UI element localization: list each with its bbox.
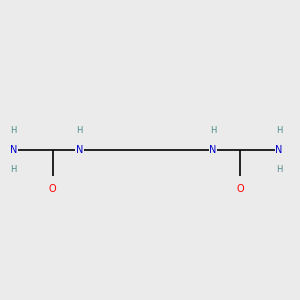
Text: O: O	[49, 184, 56, 194]
Text: H: H	[10, 126, 17, 135]
Text: H: H	[276, 165, 282, 174]
Text: N: N	[76, 145, 83, 155]
Text: N: N	[10, 145, 17, 155]
Text: N: N	[209, 145, 217, 155]
Text: H: H	[76, 126, 83, 135]
Text: H: H	[10, 165, 17, 174]
Text: H: H	[276, 126, 282, 135]
Text: O: O	[236, 184, 244, 194]
Text: N: N	[275, 145, 283, 155]
Text: H: H	[210, 126, 216, 135]
